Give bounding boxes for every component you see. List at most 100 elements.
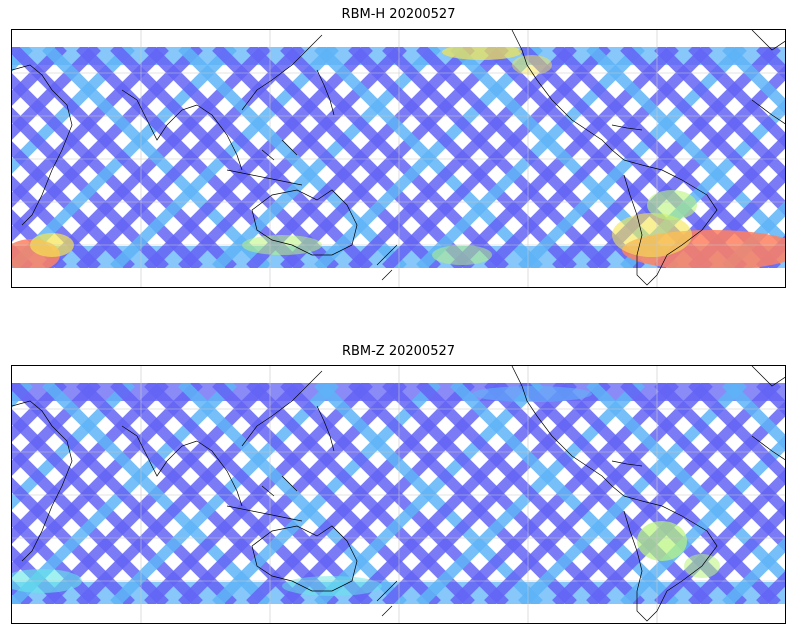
satellite-track [688, 503, 785, 604]
coastline [121, 89, 198, 141]
satellite-track [12, 383, 67, 442]
satellite-track [586, 383, 785, 586]
coastline [226, 139, 303, 186]
satellite-track [722, 537, 785, 604]
intensity-patch [637, 521, 687, 561]
satellite-track [314, 47, 543, 268]
satellite-track [12, 73, 203, 268]
map-canvas-top [12, 30, 785, 287]
satellite-track [76, 47, 305, 268]
coastline [316, 405, 335, 452]
satellite-track [178, 383, 407, 604]
coastline [623, 495, 718, 622]
satellite-track [144, 383, 373, 604]
coastline [196, 34, 323, 171]
swath-layer [12, 47, 785, 268]
map-panel-top [11, 29, 786, 288]
intensity-patch [472, 386, 592, 402]
coastline [586, 129, 625, 161]
satellite-track [42, 383, 271, 604]
satellite-track [12, 477, 135, 604]
satellite-track [42, 47, 271, 268]
map-panel-bottom [11, 365, 786, 624]
coastline-layer [12, 366, 785, 622]
satellite-track [382, 47, 611, 268]
satellite-track [178, 47, 407, 268]
coastline [12, 400, 73, 562]
panel-title-bottom: RBM-Z 20200527 [341, 344, 456, 359]
satellite-track [654, 383, 785, 518]
coastline [376, 244, 398, 281]
coastline [511, 30, 588, 131]
satellite-track [688, 47, 785, 148]
satellite-track [620, 383, 785, 552]
satellite-track [314, 383, 543, 604]
coastline [121, 425, 198, 477]
coastline [12, 64, 73, 226]
satellite-track [722, 201, 785, 268]
satellite-track [620, 47, 785, 216]
swath-layer [12, 383, 785, 604]
coastline-layer [12, 30, 785, 286]
satellite-track [484, 383, 713, 604]
intensity-patch [432, 245, 492, 265]
coastline [586, 465, 625, 497]
satellite-track [348, 47, 577, 268]
satellite-track [12, 383, 101, 476]
coastline [511, 366, 588, 467]
satellite-track [12, 107, 169, 268]
satellite-track [12, 175, 101, 268]
coastline [623, 159, 718, 286]
coastline [751, 366, 785, 461]
graticule [12, 366, 785, 623]
satellite-track [212, 383, 441, 604]
coastline [251, 189, 358, 256]
satellite-track [144, 47, 373, 268]
satellite-track [12, 47, 101, 140]
intensity-patch [282, 576, 382, 596]
intensity-patch [442, 47, 522, 60]
satellite-track [12, 47, 67, 106]
satellite-track [382, 383, 611, 604]
satellite-track [246, 383, 475, 604]
satellite-track [12, 141, 135, 268]
intensity-patch [612, 213, 692, 257]
satellite-track [654, 47, 785, 182]
coastline [376, 580, 398, 617]
satellite-track [12, 511, 101, 604]
satellite-track [416, 47, 645, 268]
satellite-track [688, 383, 785, 484]
satellite-track [76, 383, 305, 604]
panel-title-top: RBM-H 20200527 [341, 7, 456, 22]
coastline [611, 124, 643, 131]
satellite-track [348, 383, 577, 604]
satellite-track [12, 383, 237, 604]
intensity-patch [512, 55, 552, 75]
coastline [316, 69, 335, 116]
satellite-track [722, 47, 785, 114]
coastline [226, 475, 303, 522]
satellite-track [280, 47, 509, 268]
satellite-track [552, 383, 781, 604]
satellite-track [12, 47, 237, 268]
intensity-patch [647, 190, 697, 220]
satellite-track [12, 443, 169, 604]
coastline [251, 525, 358, 592]
satellite-track [416, 383, 645, 604]
satellite-track [110, 47, 339, 268]
coastline [611, 460, 643, 467]
satellite-track [12, 409, 203, 604]
coastline [751, 30, 785, 125]
satellite-track [246, 47, 475, 268]
satellite-track [722, 383, 785, 450]
satellite-track [212, 47, 441, 268]
satellite-track [450, 383, 679, 604]
map-canvas-bottom [12, 366, 785, 623]
satellite-track [12, 545, 67, 604]
graticule [12, 30, 785, 287]
satellite-track [12, 209, 67, 268]
satellite-track [586, 47, 785, 250]
satellite-track [110, 383, 339, 604]
coastline [196, 370, 323, 507]
satellite-track [280, 383, 509, 604]
